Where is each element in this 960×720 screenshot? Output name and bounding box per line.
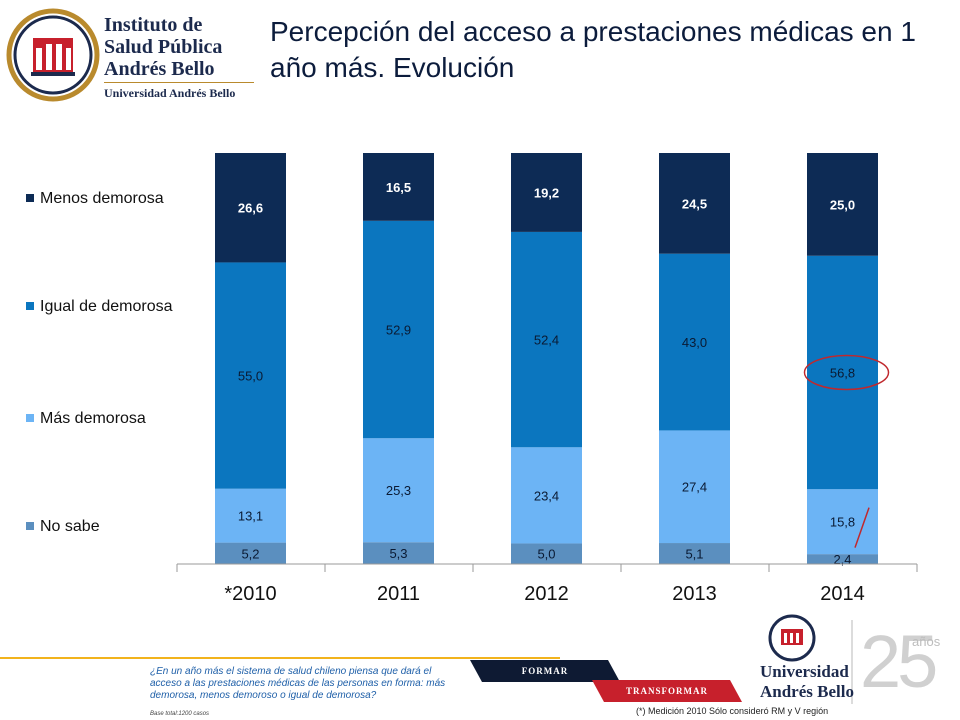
data-label: 24,5 xyxy=(682,196,707,211)
data-label: 23,4 xyxy=(534,488,559,503)
legend-swatch xyxy=(26,414,34,422)
bar-2013-series-0 xyxy=(659,543,730,564)
university-name-line1: Universidad xyxy=(760,662,849,681)
methodology-note: (*) Medición 2010 Sólo consideró RM y V … xyxy=(636,706,829,716)
data-label: 25,0 xyxy=(830,197,855,212)
bar-2014-series-1 xyxy=(807,489,878,555)
highlight-slash xyxy=(854,507,870,548)
legend-swatch xyxy=(26,522,34,530)
institute-emblem xyxy=(6,8,100,102)
ribbon-transformar: TRANSFORMAR xyxy=(592,680,742,702)
survey-question: ¿En un año más el sistema de salud chile… xyxy=(150,666,446,701)
x-tick-label: 2012 xyxy=(524,583,569,605)
anniversary-number: 25 xyxy=(860,620,938,703)
bar-2010-series-0 xyxy=(215,542,286,564)
institute-university-line: Universidad Andrés Bello xyxy=(104,86,236,100)
university-name-line2: Andrés Bello xyxy=(760,682,854,701)
x-tick-label: *2010 xyxy=(224,583,276,605)
bar-2012-series-0 xyxy=(511,543,582,564)
legend-item: No sabe xyxy=(26,518,100,536)
stacked-bar-chart: 5,2 13,1 55,0 26,6 *2010 5,3 25,3 52,9 16,5 2011 5… xyxy=(176,153,918,605)
legend-label: Menos demorosa xyxy=(40,190,164,207)
legend-item: Igual de demorosa xyxy=(26,298,173,316)
bar-2010-series-1 xyxy=(215,488,286,543)
data-label: 43,0 xyxy=(682,335,707,350)
bar-2011-series-1 xyxy=(363,438,434,543)
institute-name-line1: Instituto de xyxy=(104,14,203,36)
data-label: 5,1 xyxy=(685,547,703,562)
data-label: 2,4 xyxy=(833,552,851,567)
bar-2014-series-2 xyxy=(807,255,878,490)
legend-swatch xyxy=(26,194,34,202)
data-label: 26,6 xyxy=(238,201,263,216)
data-label: 52,4 xyxy=(534,333,559,348)
bar-2014-series-3 xyxy=(807,153,878,256)
university-emblem xyxy=(768,614,853,704)
anniversary-word: años xyxy=(912,634,941,649)
bar-2014-series-0 xyxy=(807,554,878,564)
highlight-ellipse xyxy=(803,354,890,391)
legend-item: Menos demorosa xyxy=(26,190,164,208)
legend-label: No sabe xyxy=(40,518,100,535)
bar-2012-series-2 xyxy=(511,231,582,448)
data-label: 16,5 xyxy=(386,180,411,195)
institute-logo: Instituto de Salud Pública Andrés Bello … xyxy=(0,0,265,110)
x-tick-label: 2011 xyxy=(377,583,420,605)
bar-2013-series-2 xyxy=(659,253,730,431)
data-label: 55,0 xyxy=(238,369,263,384)
page-title: Percepción del acceso a prestaciones méd… xyxy=(270,16,916,83)
legend-item: Más demorosa xyxy=(26,410,146,428)
ribbon-formar: FORMAR xyxy=(470,660,620,682)
data-label: 5,2 xyxy=(241,546,259,561)
bar-2011-series-0 xyxy=(363,542,434,564)
data-label: 56,8 xyxy=(830,365,855,380)
bar-2012-series-3 xyxy=(511,153,582,232)
legend-swatch xyxy=(26,302,34,310)
sample-base: Base total:1200 casos xyxy=(150,711,210,717)
data-label: 5,3 xyxy=(389,546,407,561)
institute-name-line3: Andrés Bello xyxy=(104,58,215,80)
institute-name-line2: Salud Pública xyxy=(104,36,223,58)
legend-label: Igual de demorosa xyxy=(40,298,173,315)
x-tick-label: 2014 xyxy=(820,583,865,605)
footer-accent-line xyxy=(0,657,560,659)
bar-2010-series-3 xyxy=(215,153,286,263)
data-label: 25,3 xyxy=(386,483,411,498)
data-label: 27,4 xyxy=(682,480,707,495)
x-tick-label: 2013 xyxy=(672,583,717,605)
data-label: 52,9 xyxy=(386,323,411,338)
data-label: 13,1 xyxy=(238,509,263,524)
logo-divider xyxy=(104,82,254,83)
bar-2013-series-1 xyxy=(659,430,730,544)
legend-label: Más demorosa xyxy=(40,410,146,427)
bar-2012-series-1 xyxy=(511,447,582,544)
data-label: 19,2 xyxy=(534,185,559,200)
data-label: 5,0 xyxy=(537,547,555,562)
bar-2011-series-2 xyxy=(363,220,434,439)
data-label: 15,8 xyxy=(830,515,855,530)
bar-2011-series-3 xyxy=(363,153,434,221)
bar-2013-series-3 xyxy=(659,153,730,254)
university-logo: Universidad Andrés Bello 25 años xyxy=(760,612,955,712)
bar-2010-series-2 xyxy=(215,262,286,489)
